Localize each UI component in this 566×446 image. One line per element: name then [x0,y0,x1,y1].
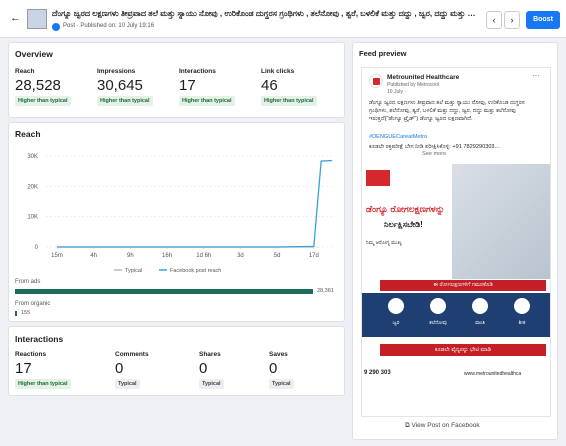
from-organic-label: From organic [15,301,51,307]
headline: ಡೆಂಗ್ಯೂ ರೋಗಲಕ್ಷಣಗಳನ್ನು [366,204,445,214]
metric-value: 28,528 [15,77,61,94]
image-phone: 9 290 303 [364,370,391,376]
image-site: www.metrounitedhealthca [464,371,522,377]
series-line [57,159,333,248]
feed-panel: Feed preview Metrounited Healthcare Publ… [352,42,558,440]
logo [366,170,390,186]
metric-label: Reach [15,68,35,75]
metric-badge: Higher than typical [261,96,317,106]
phone-text: ಕೂಡಲೇ ರಕ್ತಪರೀಕ್ಷೆ ಬೇಗ ನೀಡಿ ಪರೀಕ್ಷಿಸಿಕೊಳ್… [369,144,500,150]
icon [388,298,404,314]
x-tick-label: 3d [237,253,244,259]
metric-value: 17 [179,77,196,94]
page-avatar [369,74,383,88]
post-title: ದೆಂಗ್ಯೂ ಜ್ವರದ ಲಕ್ಷಣಗಳು ತೀವ್ರವಾದ ತಲೆ ಮತ್ತ… [52,9,477,18]
from-ads-label: From ads [15,279,41,285]
boost-button[interactable]: Boost [526,11,560,29]
y-tick-label: 10K [27,215,38,221]
metric-badge: Higher than typical [97,96,153,106]
x-tick-label: 5d [274,253,281,259]
ads-bar [15,289,313,294]
metric-label: Reactions [15,351,47,358]
section-title: Reach [15,129,41,139]
next-button[interactable]: › [504,11,520,29]
view-post-link[interactable]: ⧉ View Post on Facebook [405,422,480,429]
view-post-text: View Post on Facebook [411,422,480,429]
legend-label: Typical [125,268,142,274]
cta: ಕೂಡಲೇ ವೈದ್ಯರನ್ನು ಭೇಟಿ ಮಾಡಿ [380,344,546,356]
metric-label: Interactions [179,68,216,75]
metric-label: Link clicks [261,68,295,75]
from-organic-value: 155 [21,310,31,316]
hashtag: #DENGUECareatMetro [369,134,428,140]
subtext: ನಿಮ್ಮ ಆರೋಗ್ಯ ಮುಖ್ಯ [366,240,402,246]
icon [430,298,446,314]
thumbnail [27,9,47,29]
icon-label: ಜ್ವರ [392,320,400,326]
metric-value: 30,645 [97,77,143,94]
interactions-panel: Interactions Reactions 17 Higher than typi… [8,326,345,396]
section-title: Feed preview [359,49,407,58]
icon-label: ಶೀತ [518,320,526,326]
metric-value: 0 [269,360,278,377]
metric-label: Saves [269,351,288,358]
photo [452,164,550,279]
metric-label: Comments [115,351,149,358]
metric-badge: Typical [269,379,294,389]
legend-label: Facebook post reach [170,268,221,274]
reach-chart: 0 10K 20K 30K 15m 4h 9h 16h 1d 6h 3d 5d 17d Typical F… [27,154,334,274]
y-tick-label: 30K [27,154,38,160]
icon-label: ತಲೆನೋವು [429,320,447,326]
x-tick-label: 15m [51,253,63,259]
overview-panel: Overview Reach 28,528 Higher than typical I… [8,42,345,118]
metric-label: Impressions [97,68,136,75]
published-by: Published by Metrocool [387,82,439,88]
x-tick-label: 17d [309,253,319,259]
x-tick-label: 16h [162,253,172,259]
y-tick-label: 0 [35,245,39,251]
x-tick-label: 9h [127,253,134,259]
icon [514,298,530,314]
banner: ಈ ರೋಗಲಕ್ಷಣಗಳಿಗೆ ಗಮನಕೊಡಿ [380,280,546,291]
more-menu[interactable]: ··· [532,71,540,80]
icon [472,298,488,314]
metric-badge: Typical [115,379,140,389]
headline: ನಿರ್ಲಕ್ಷಿಸಬೇಡಿ! [384,220,423,229]
post-image: ಡೆಂಗ್ಯೂ ರೋಗಲಕ್ಷಣಗಳನ್ನು ನಿರ್ಲಕ್ಷಿಸಬೇಡಿ! ನ… [362,164,550,400]
metric-value: 46 [261,77,278,94]
reach-panel: Reach 0 10K 20K 30K 15m 4h 9h 16h 1d 6h 3d 5d 17d Ty… [8,122,345,322]
organic-bar [15,311,17,316]
post-date: 10 July · [387,89,406,95]
header-bar [0,0,566,38]
metric-value: 0 [115,360,124,377]
post-subtitle: Post · Published on: 10 July 19:16 [63,23,155,29]
post-card: Metrounited Healthcare Published by Metr… [361,67,551,417]
from-ads-value: 28,361 [317,288,334,294]
post-text: ಡೆಂಗ್ಯೂ ಜ್ವರದ ಲಕ್ಷಣಗಳು ತೀವ್ರವಾದ ತಲೆ ಮತ್ತ… [369,100,525,122]
x-tick-label: 4h [90,253,97,259]
metric-badge: Higher than typical [15,379,71,389]
metric-badge: Higher than typical [179,96,235,106]
section-title: Overview [15,49,53,59]
icon-label: ವಾಂತಿ [475,320,485,326]
y-tick-label: 20K [27,184,38,190]
metric-label: Shares [199,351,221,358]
back-button[interactable]: ← [10,12,21,24]
metric-value: 17 [15,360,32,377]
see-more[interactable]: See more [422,151,447,157]
metric-badge: Higher than typical [15,96,71,106]
page-name: Metrounited Healthcare [387,74,460,81]
metric-badge: Typical [199,379,224,389]
metric-value: 0 [199,360,208,377]
x-tick-label: 1d 6h [196,253,211,259]
section-title: Interactions [15,334,64,344]
facebook-icon [52,23,60,31]
prev-button[interactable]: ‹ [486,11,502,29]
